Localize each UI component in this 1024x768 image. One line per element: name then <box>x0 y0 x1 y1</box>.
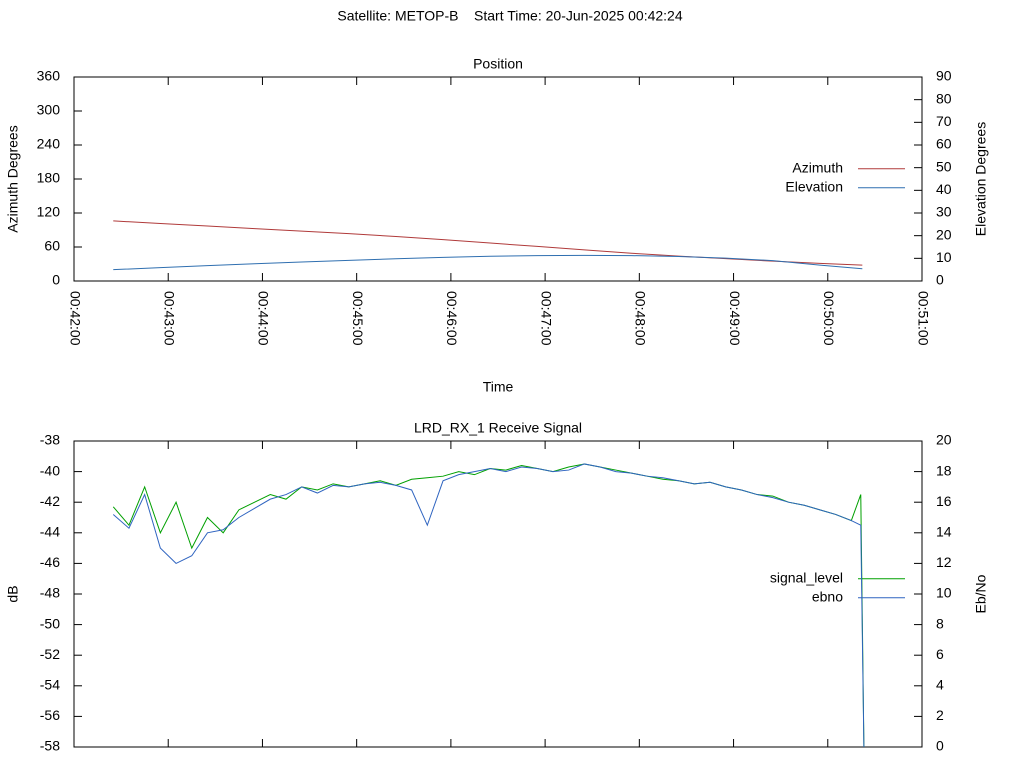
x-tick-label: 00:48:00 <box>633 291 649 346</box>
y-axis-label: Azimuth Degrees <box>5 125 21 232</box>
y-tick-label: 360 <box>37 68 61 84</box>
legend-label: Azimuth <box>792 160 843 176</box>
figure-title: Satellite: METOP-B Start Time: 20-Jun-20… <box>337 8 682 24</box>
y-tick-label: -50 <box>40 615 60 631</box>
y-tick-label: 240 <box>37 136 61 152</box>
y-tick-label: -52 <box>40 646 60 662</box>
y-tick-label: 300 <box>37 102 61 118</box>
y-tick-label: -54 <box>40 677 60 693</box>
y-tick-label: 60 <box>44 238 60 254</box>
x-tick-label: 00:45:00 <box>350 291 366 346</box>
chart-title: LRD_RX_1 Receive Signal <box>414 420 582 436</box>
y2-tick-label: 2 <box>936 707 944 723</box>
y2-axis-label: Eb/No <box>973 574 989 613</box>
series-line <box>112 463 865 748</box>
y2-tick-label: 20 <box>936 226 952 242</box>
y-tick-label: -40 <box>40 462 60 478</box>
y2-tick-label: 18 <box>936 462 952 478</box>
y-axis-label: dB <box>5 585 21 602</box>
y-tick-label: 180 <box>37 170 61 186</box>
y2-tick-label: 50 <box>936 158 952 174</box>
y2-tick-label: 16 <box>936 493 952 509</box>
y-tick-label: -38 <box>40 432 60 448</box>
series-line <box>113 254 863 271</box>
y-tick-label: -56 <box>40 707 60 723</box>
y2-tick-label: 0 <box>936 738 944 754</box>
plot-frame <box>73 440 923 748</box>
y2-tick-label: 4 <box>936 677 944 693</box>
y-tick-label: -46 <box>40 554 60 570</box>
y-tick-label: -42 <box>40 493 60 509</box>
y-tick-label: -58 <box>40 738 60 754</box>
x-tick-label: 00:43:00 <box>162 291 178 346</box>
y2-tick-label: 30 <box>936 204 952 220</box>
y-tick-label: 120 <box>37 204 61 220</box>
y-tick-label: -44 <box>40 524 60 540</box>
x-tick-label: 00:42:00 <box>67 291 83 346</box>
x-tick-label: 00:47:00 <box>538 291 554 346</box>
y-tick-label: 0 <box>52 272 60 288</box>
legend-label: ebno <box>812 588 843 604</box>
x-tick-label: 00:44:00 <box>256 291 272 346</box>
y2-tick-label: 10 <box>936 585 952 601</box>
x-tick-label: 00:51:00 <box>915 291 931 346</box>
y2-tick-label: 20 <box>936 432 952 448</box>
y2-tick-label: 14 <box>936 524 952 540</box>
y2-tick-label: 6 <box>936 646 944 662</box>
x-tick-label: 00:50:00 <box>821 291 837 346</box>
y-tick-label: -48 <box>40 585 60 601</box>
y2-tick-label: 60 <box>936 136 952 152</box>
chart-title: Position <box>473 56 523 72</box>
x-axis-label: Time <box>483 379 514 395</box>
y2-axis-label: Elevation Degrees <box>973 122 989 236</box>
y2-tick-label: 12 <box>936 554 952 570</box>
y2-tick-label: 90 <box>936 68 952 84</box>
series-line <box>112 463 865 748</box>
x-tick-label: 00:46:00 <box>444 291 460 346</box>
x-tick-label: 00:49:00 <box>727 291 743 346</box>
y2-tick-label: 80 <box>936 90 952 106</box>
y2-tick-label: 0 <box>936 272 944 288</box>
y2-tick-label: 70 <box>936 113 952 129</box>
y2-tick-label: 10 <box>936 249 952 265</box>
y2-tick-label: 8 <box>936 615 944 631</box>
legend-label: Elevation <box>785 179 843 195</box>
y2-tick-label: 40 <box>936 181 952 197</box>
legend-label: signal_level <box>770 569 843 585</box>
series-line <box>113 220 863 266</box>
